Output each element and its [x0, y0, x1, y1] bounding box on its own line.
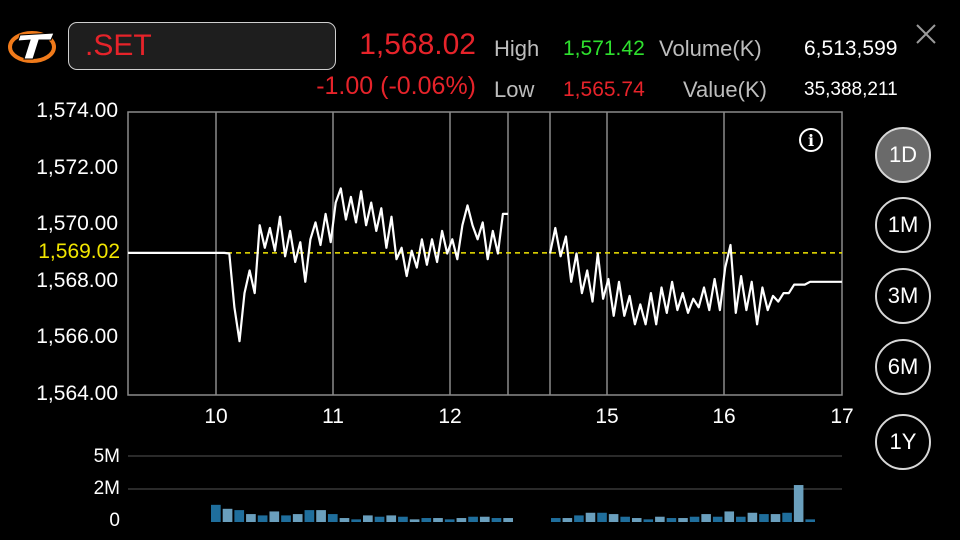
volume-bar: [327, 514, 338, 522]
volume-bar: [655, 516, 665, 522]
y-tick-label: 1,572.00: [36, 155, 118, 179]
volume-bar: [211, 504, 221, 522]
volume-bar: [433, 518, 443, 522]
x-tick-label: 10: [204, 405, 228, 428]
volume-bar: [562, 518, 573, 522]
volume-bar: [678, 518, 688, 522]
y-tick-label: 1,574.00: [36, 99, 118, 122]
volume-bar: [269, 511, 280, 522]
period-button-1y[interactable]: 1Y: [875, 414, 931, 470]
x-tick-label: 17: [830, 405, 854, 428]
volume-bar: [246, 514, 256, 522]
volume-bar: [363, 515, 373, 522]
volume-bar: [234, 510, 245, 522]
low-value: 1,565.74: [563, 78, 645, 101]
volume-bar: [222, 508, 233, 522]
volume-bar: [666, 518, 677, 522]
y-tick-label: 1,564.00: [36, 382, 118, 405]
low-label: Low: [494, 77, 535, 102]
price-line-segment: [548, 226, 842, 326]
volume-bar: [374, 516, 385, 522]
period-button-3m[interactable]: 3M: [875, 268, 931, 324]
volume-bar: [747, 512, 758, 522]
volume-bar: [444, 519, 455, 522]
volume-bar: [316, 510, 326, 522]
price-change: -1.00 (-0.06%): [316, 72, 476, 100]
volume-bar: [712, 516, 723, 522]
volume-bar: [620, 516, 630, 522]
volume-bar: [770, 514, 781, 522]
high-value: 1,571.42: [563, 37, 645, 60]
volume-bar: [701, 514, 711, 522]
volume-bar: [782, 512, 792, 522]
volume-bar: [736, 516, 746, 522]
y-tick-label: 1,566.00: [36, 325, 118, 349]
volume-bar: [643, 519, 654, 522]
volume-bar: [292, 514, 303, 522]
volume-bar: [503, 518, 513, 522]
x-tick-label: 15: [595, 405, 619, 428]
info-icon[interactable]: i: [799, 128, 823, 152]
period-button-1m[interactable]: 1M: [875, 197, 931, 253]
logo-icon: [8, 31, 56, 63]
volume-bar: [585, 512, 596, 522]
volume-bar: [805, 519, 815, 522]
volume-bar: [257, 515, 268, 522]
volume-tick-label: 2M: [93, 478, 120, 499]
volume-tick-label: 0: [109, 510, 120, 531]
volume-bar: [468, 516, 478, 522]
volume-bar: [759, 514, 769, 522]
volume-bar: [631, 518, 642, 522]
volume-bar: [551, 518, 561, 522]
volume-bar: [398, 516, 408, 522]
volume-label: Volume(K): [659, 36, 762, 61]
volume-bar: [386, 515, 397, 522]
y-tick-label: 1,568.00: [36, 268, 118, 292]
volume-bar: [574, 515, 584, 522]
price-line-segment: [128, 187, 508, 343]
volume-bar: [456, 518, 467, 522]
x-tick-label: 11: [322, 405, 344, 428]
period-button-6m[interactable]: 6M: [875, 339, 931, 395]
volume-bar: [339, 518, 350, 522]
volume-bar: [608, 514, 619, 522]
volume-bar: [491, 518, 502, 522]
volume-bar: [351, 519, 361, 522]
symbol-search-field[interactable]: .SET: [68, 22, 336, 70]
volume-bar: [304, 510, 315, 522]
volume-bar: [689, 516, 700, 522]
x-tick-label: 12: [438, 405, 462, 428]
volume-bar: [724, 511, 735, 522]
volume-bar: [409, 519, 420, 522]
volume-bar: [421, 518, 432, 522]
value-value: 35,388,211: [804, 79, 898, 100]
reference-label: 1,569.02: [38, 239, 120, 263]
period-button-1d[interactable]: 1D: [875, 127, 931, 183]
value-label: Value(K): [683, 77, 767, 102]
volume-bar: [793, 485, 804, 522]
volume-bar: [479, 516, 490, 522]
volume-value: 6,513,599: [804, 37, 898, 60]
high-label: High: [494, 36, 540, 61]
symbol-text: .SET: [85, 29, 152, 62]
last-price: 1,568.02: [359, 28, 476, 61]
y-tick-label: 1,570.00: [36, 212, 118, 236]
x-tick-label: 16: [712, 405, 736, 428]
close-icon[interactable]: [914, 22, 938, 46]
volume-bar: [597, 512, 607, 522]
volume-bar: [281, 515, 291, 522]
volume-tick-label: 5M: [93, 446, 120, 467]
